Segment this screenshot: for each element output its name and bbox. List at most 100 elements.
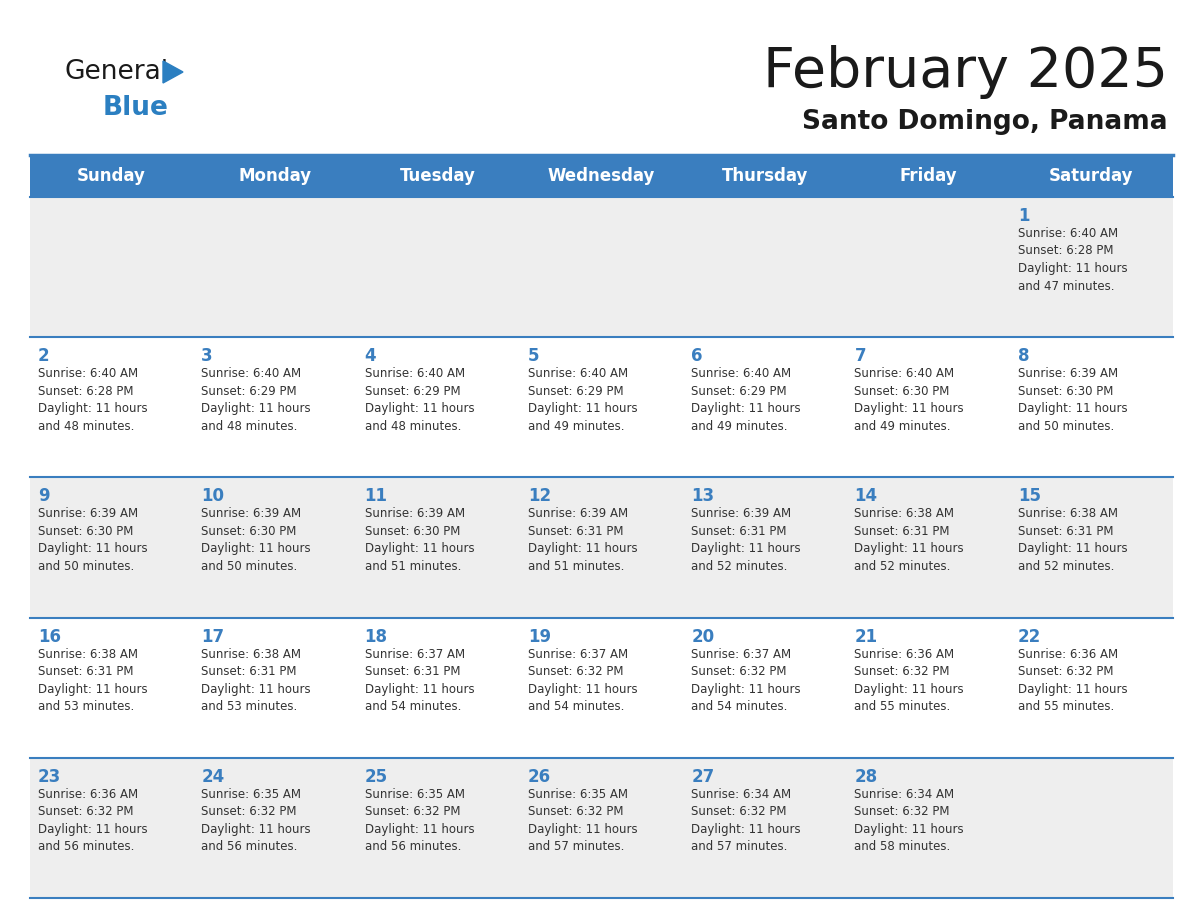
Text: 19: 19 [527,628,551,645]
Bar [1010,757,1173,898]
Text: 1: 1 [1018,207,1029,225]
Text: 12: 12 [527,487,551,506]
Text: 23: 23 [38,767,62,786]
Text: 4: 4 [365,347,377,365]
Text: Sunrise: 6:39 AM
Sunset: 6:31 PM
Daylight: 11 hours
and 51 minutes.: Sunrise: 6:39 AM Sunset: 6:31 PM Dayligh… [527,508,638,573]
Bar [520,477,683,618]
Bar [194,618,356,757]
Bar [194,477,356,618]
Text: 10: 10 [201,487,225,506]
Text: Friday: Friday [899,167,956,185]
Text: 28: 28 [854,767,878,786]
Bar [683,155,846,197]
Text: Sunrise: 6:38 AM
Sunset: 6:31 PM
Daylight: 11 hours
and 52 minutes.: Sunrise: 6:38 AM Sunset: 6:31 PM Dayligh… [854,508,963,573]
Bar [30,477,194,618]
Text: Sunrise: 6:40 AM
Sunset: 6:29 PM
Daylight: 11 hours
and 48 minutes.: Sunrise: 6:40 AM Sunset: 6:29 PM Dayligh… [365,367,474,432]
Bar [356,197,520,337]
Text: Sunrise: 6:36 AM
Sunset: 6:32 PM
Daylight: 11 hours
and 55 minutes.: Sunrise: 6:36 AM Sunset: 6:32 PM Dayligh… [1018,647,1127,713]
Text: Sunrise: 6:35 AM
Sunset: 6:32 PM
Daylight: 11 hours
and 56 minutes.: Sunrise: 6:35 AM Sunset: 6:32 PM Dayligh… [201,788,311,854]
Text: 25: 25 [365,767,387,786]
Text: Sunrise: 6:36 AM
Sunset: 6:32 PM
Daylight: 11 hours
and 55 minutes.: Sunrise: 6:36 AM Sunset: 6:32 PM Dayligh… [854,647,963,713]
Text: Sunrise: 6:39 AM
Sunset: 6:30 PM
Daylight: 11 hours
and 50 minutes.: Sunrise: 6:39 AM Sunset: 6:30 PM Dayligh… [1018,367,1127,432]
Text: Monday: Monday [239,167,311,185]
Text: Sunrise: 6:35 AM
Sunset: 6:32 PM
Daylight: 11 hours
and 56 minutes.: Sunrise: 6:35 AM Sunset: 6:32 PM Dayligh… [365,788,474,854]
Text: Tuesday: Tuesday [400,167,476,185]
Text: 20: 20 [691,628,714,645]
Text: February 2025: February 2025 [763,45,1168,99]
Text: 18: 18 [365,628,387,645]
Bar [1010,618,1173,757]
Text: 16: 16 [38,628,61,645]
Bar [30,197,194,337]
Text: Sunrise: 6:38 AM
Sunset: 6:31 PM
Daylight: 11 hours
and 53 minutes.: Sunrise: 6:38 AM Sunset: 6:31 PM Dayligh… [38,647,147,713]
Text: Sunrise: 6:37 AM
Sunset: 6:31 PM
Daylight: 11 hours
and 54 minutes.: Sunrise: 6:37 AM Sunset: 6:31 PM Dayligh… [365,647,474,713]
Bar [846,197,1010,337]
Text: Sunrise: 6:39 AM
Sunset: 6:30 PM
Daylight: 11 hours
and 50 minutes.: Sunrise: 6:39 AM Sunset: 6:30 PM Dayligh… [201,508,311,573]
Bar [683,337,846,477]
Bar [1010,337,1173,477]
Text: 8: 8 [1018,347,1029,365]
Text: 26: 26 [527,767,551,786]
Bar [194,197,356,337]
Text: 13: 13 [691,487,714,506]
Text: 24: 24 [201,767,225,786]
Text: 7: 7 [854,347,866,365]
Text: 3: 3 [201,347,213,365]
Text: Wednesday: Wednesday [548,167,656,185]
Bar [683,477,846,618]
Text: Sunrise: 6:40 AM
Sunset: 6:28 PM
Daylight: 11 hours
and 48 minutes.: Sunrise: 6:40 AM Sunset: 6:28 PM Dayligh… [38,367,147,432]
Text: Sunrise: 6:38 AM
Sunset: 6:31 PM
Daylight: 11 hours
and 52 minutes.: Sunrise: 6:38 AM Sunset: 6:31 PM Dayligh… [1018,508,1127,573]
Bar [846,477,1010,618]
Text: General: General [65,59,169,85]
Bar [30,337,194,477]
Bar [520,757,683,898]
Bar [846,757,1010,898]
Bar [356,155,520,197]
Bar [356,618,520,757]
Text: 14: 14 [854,487,878,506]
Bar [194,757,356,898]
Text: 5: 5 [527,347,539,365]
Bar [683,618,846,757]
Text: Sunrise: 6:40 AM
Sunset: 6:29 PM
Daylight: 11 hours
and 49 minutes.: Sunrise: 6:40 AM Sunset: 6:29 PM Dayligh… [527,367,638,432]
Text: Sunrise: 6:40 AM
Sunset: 6:30 PM
Daylight: 11 hours
and 49 minutes.: Sunrise: 6:40 AM Sunset: 6:30 PM Dayligh… [854,367,963,432]
Text: Sunrise: 6:39 AM
Sunset: 6:30 PM
Daylight: 11 hours
and 50 minutes.: Sunrise: 6:39 AM Sunset: 6:30 PM Dayligh… [38,508,147,573]
Text: Thursday: Thursday [721,167,808,185]
Bar [846,155,1010,197]
Bar [30,618,194,757]
Text: 2: 2 [38,347,50,365]
Text: Sunrise: 6:34 AM
Sunset: 6:32 PM
Daylight: 11 hours
and 57 minutes.: Sunrise: 6:34 AM Sunset: 6:32 PM Dayligh… [691,788,801,854]
Text: Blue: Blue [103,95,169,121]
Bar [194,155,356,197]
Bar [846,337,1010,477]
Bar [520,197,683,337]
Text: 21: 21 [854,628,878,645]
Text: Sunrise: 6:38 AM
Sunset: 6:31 PM
Daylight: 11 hours
and 53 minutes.: Sunrise: 6:38 AM Sunset: 6:31 PM Dayligh… [201,647,311,713]
Bar [1010,155,1173,197]
Text: Sunrise: 6:37 AM
Sunset: 6:32 PM
Daylight: 11 hours
and 54 minutes.: Sunrise: 6:37 AM Sunset: 6:32 PM Dayligh… [691,647,801,713]
Text: 11: 11 [365,487,387,506]
Text: 17: 17 [201,628,225,645]
Text: 6: 6 [691,347,702,365]
Text: Sunrise: 6:34 AM
Sunset: 6:32 PM
Daylight: 11 hours
and 58 minutes.: Sunrise: 6:34 AM Sunset: 6:32 PM Dayligh… [854,788,963,854]
Bar [1010,477,1173,618]
Text: Santo Domingo, Panama: Santo Domingo, Panama [802,109,1168,135]
Bar [30,757,194,898]
Bar [1010,197,1173,337]
Text: Sunrise: 6:35 AM
Sunset: 6:32 PM
Daylight: 11 hours
and 57 minutes.: Sunrise: 6:35 AM Sunset: 6:32 PM Dayligh… [527,788,638,854]
Text: Sunrise: 6:39 AM
Sunset: 6:31 PM
Daylight: 11 hours
and 52 minutes.: Sunrise: 6:39 AM Sunset: 6:31 PM Dayligh… [691,508,801,573]
Bar [520,155,683,197]
Text: 27: 27 [691,767,714,786]
Text: Sunrise: 6:37 AM
Sunset: 6:32 PM
Daylight: 11 hours
and 54 minutes.: Sunrise: 6:37 AM Sunset: 6:32 PM Dayligh… [527,647,638,713]
Text: 9: 9 [38,487,50,506]
Bar [683,197,846,337]
Bar [846,618,1010,757]
Text: Sunrise: 6:36 AM
Sunset: 6:32 PM
Daylight: 11 hours
and 56 minutes.: Sunrise: 6:36 AM Sunset: 6:32 PM Dayligh… [38,788,147,854]
Polygon shape [163,61,183,83]
Bar [520,618,683,757]
Bar [356,477,520,618]
Text: Sunrise: 6:40 AM
Sunset: 6:28 PM
Daylight: 11 hours
and 47 minutes.: Sunrise: 6:40 AM Sunset: 6:28 PM Dayligh… [1018,227,1127,293]
Bar [356,337,520,477]
Text: Sunrise: 6:40 AM
Sunset: 6:29 PM
Daylight: 11 hours
and 49 minutes.: Sunrise: 6:40 AM Sunset: 6:29 PM Dayligh… [691,367,801,432]
Text: 15: 15 [1018,487,1041,506]
